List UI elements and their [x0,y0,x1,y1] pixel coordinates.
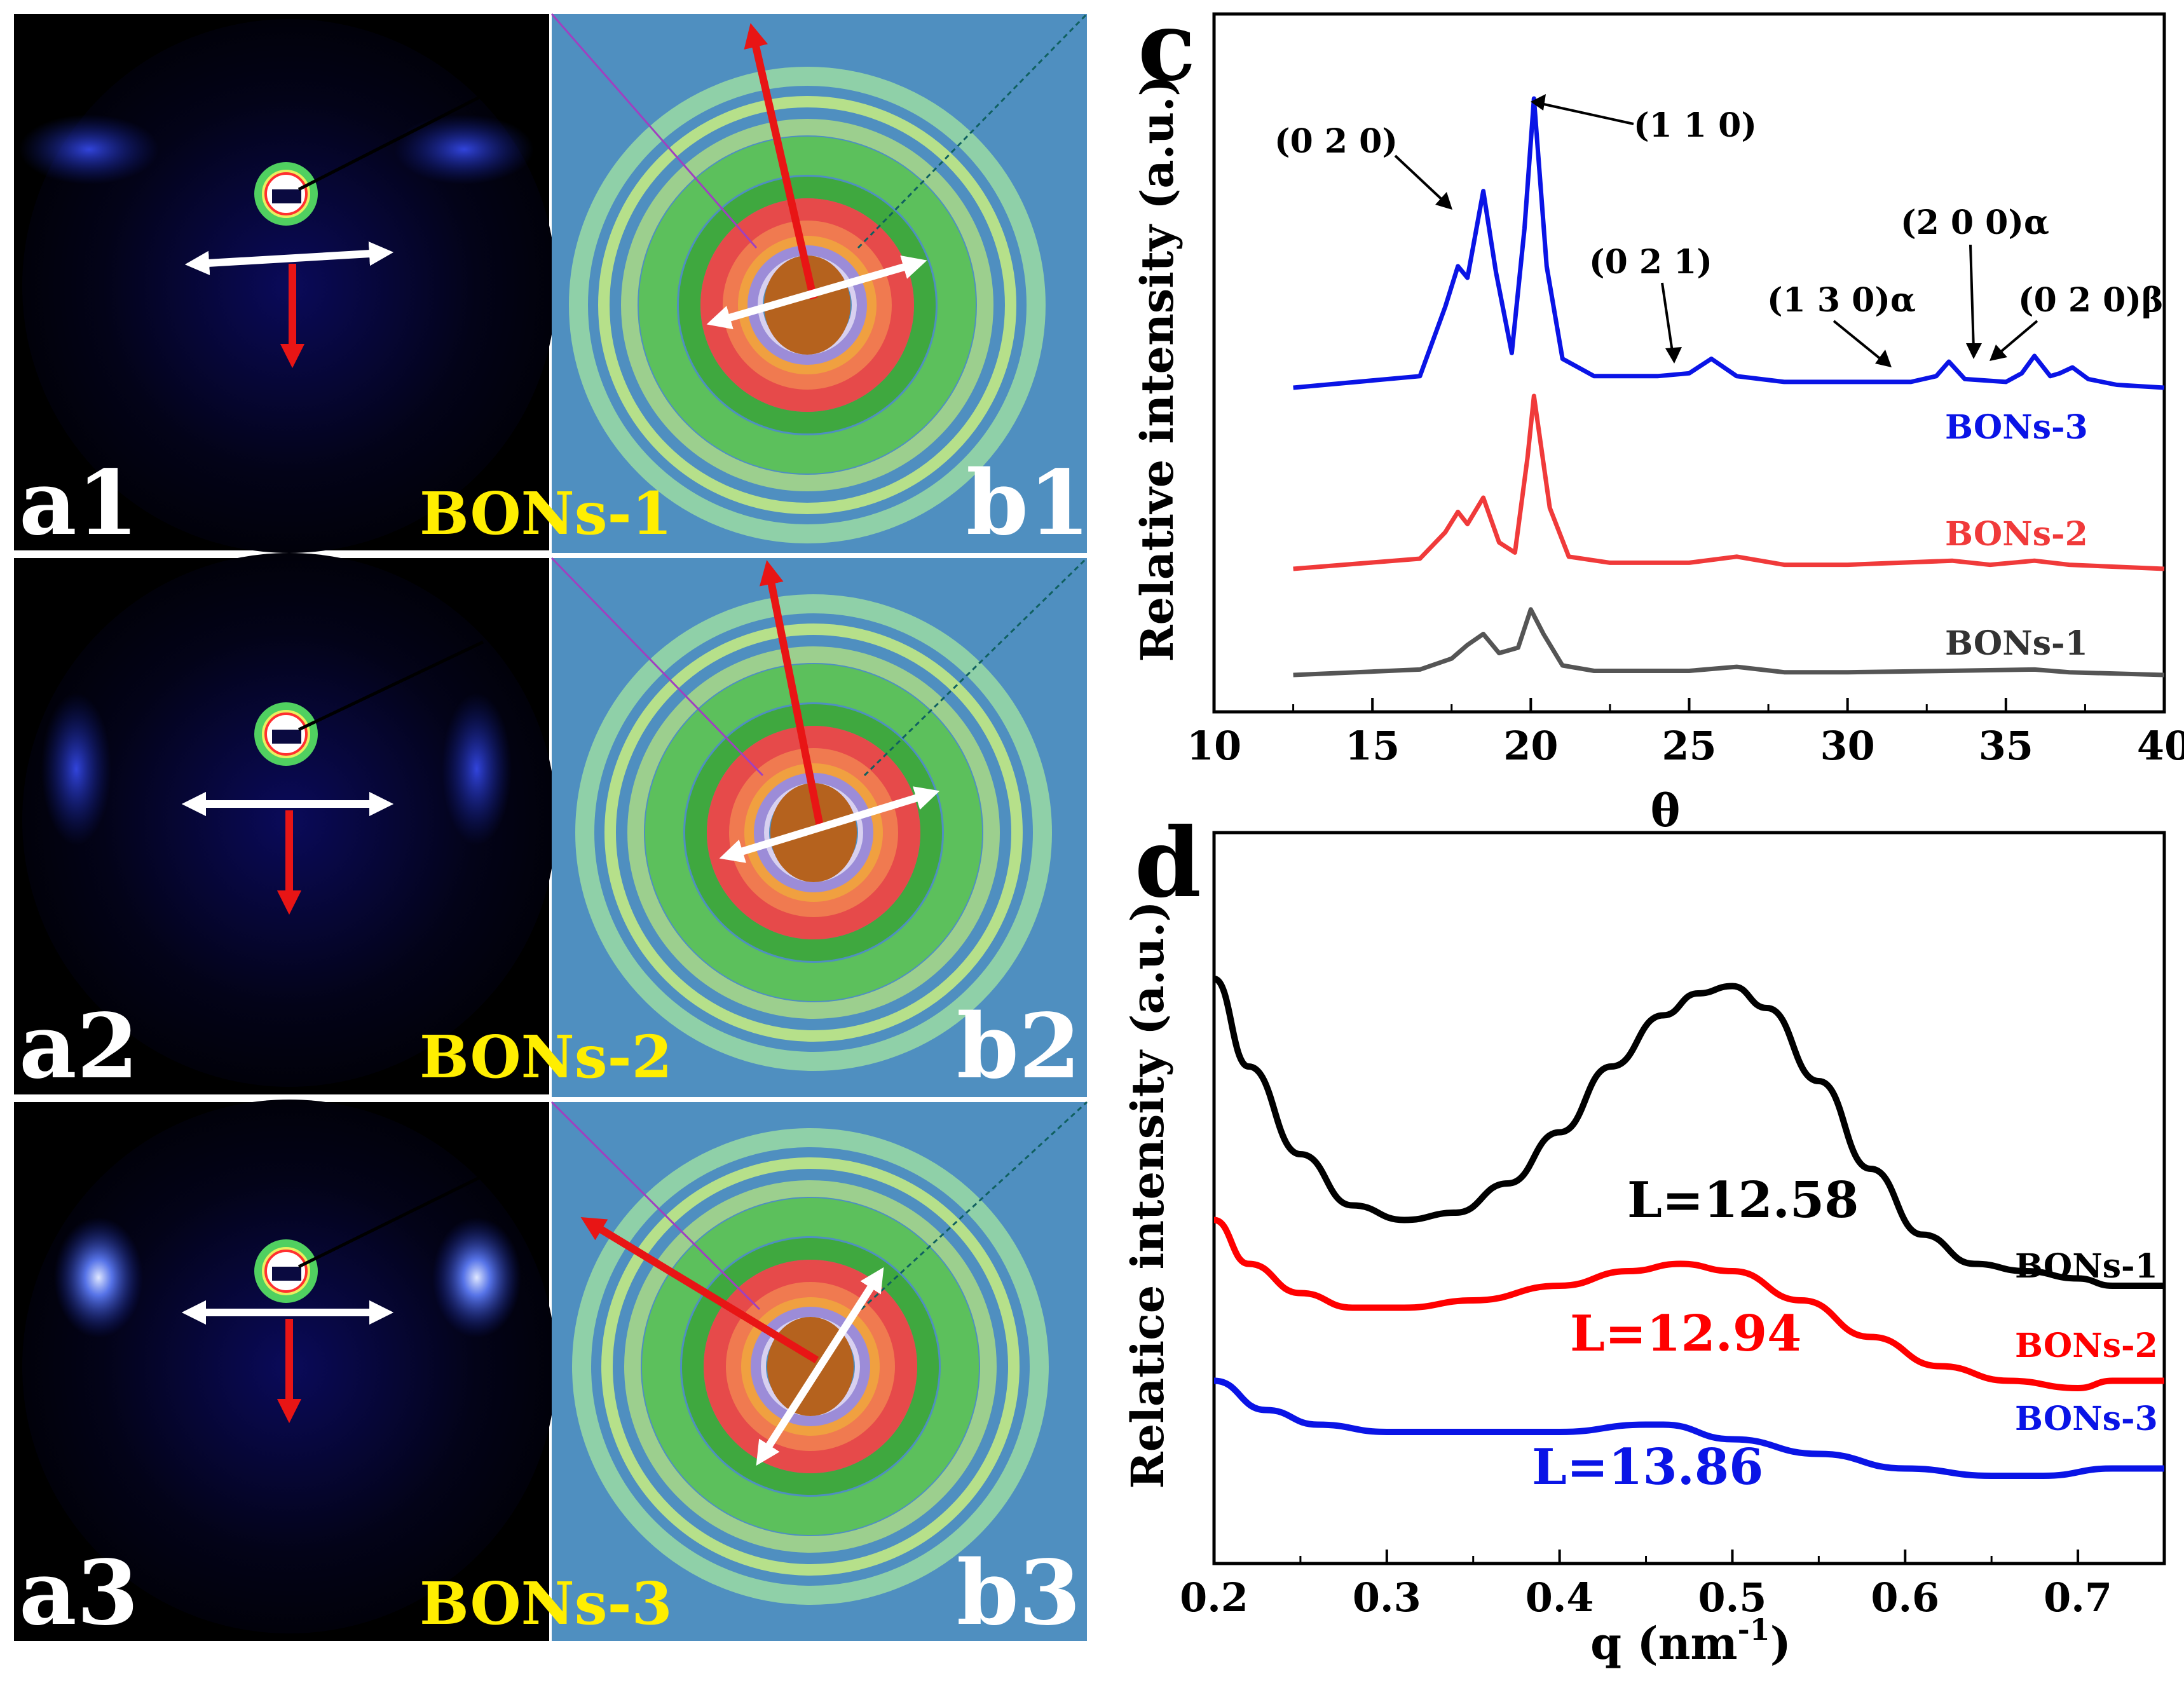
sample-labels: BONs-1 BONs-2 BONs-3 [420,479,672,1638]
chart-c-series-labels: BONs-3 BONs-2 BONs-1 [1945,408,2088,663]
chart-d-x-ticks: 0.2 0.3 0.4 0.5 0.6 0.7 [1180,1550,2112,1621]
waxd-panel-b2 [550,557,1088,1097]
annotation-l-bons1: L=12.58 [1627,1171,1859,1229]
chart-d-letter: d [1135,807,1201,919]
chart-c-label-bons3: BONs-3 [1945,408,2088,447]
chart-c-series-line-bons-1 [1293,607,2165,678]
chart-d-label-bons3: BONs-3 [2015,1400,2158,1438]
panel-label-a3: a3 [19,1541,139,1646]
chart-c-letter: c [1138,0,1196,102]
chart-d-tick-label: 0.7 [2044,1574,2112,1621]
annotation-l-bons2: L=12.94 [1570,1305,1801,1363]
chart-c: c Relative intensity (a.u.) θ 10 15 20 25 30… [1131,0,2184,837]
chart-c-label-bons2: BONs-2 [1945,515,2088,554]
annotation-021: (0 2 1) [1589,243,1712,282]
chart-d-ylabel: Relatice intensity (a.u.) [1121,901,1174,1489]
chart-d-annotations: L=12.58 L=12.94 L=13.86 [1532,1171,1859,1496]
chart-d-series-line-bons-1 [1213,976,2164,1290]
chart-d-xlabel: q (nm-1) [1590,1612,1791,1670]
chart-c-x-ticks: 10 15 20 25 30 35 40 [1187,698,2184,769]
waxd-panels [550,13,1088,1641]
panel-labels: a1 a2 a3 b1 b2 b3 [19,451,1090,1646]
chart-c-ylabel: Relative intensity (a.u.) [1131,75,1184,662]
chart-d: d Relatice intensity (a.u.) q (nm-1) 0.2… [1121,807,2166,1670]
waxd-panel-b1 [550,13,1088,553]
panel-label-a2: a2 [19,995,139,1099]
panel-label-b1: b1 [966,451,1090,555]
waxd-panel-b3 [550,1101,1088,1641]
sample-label-bons1: BONs-1 [420,479,672,548]
chart-c-tick-label: 15 [1345,723,1400,769]
panel-label-b2: b2 [957,995,1081,1099]
saxs-panel-a1 [14,14,556,553]
chart-c-series-line-bons-3 [1293,96,2165,390]
panel-label-a1: a1 [19,451,139,555]
chart-d-xlabel-main: q (nm [1590,1617,1737,1670]
chart-d-frame [1212,831,2166,1565]
chart-c-xlabel: θ [1651,784,1681,837]
chart-c-tick-label: 35 [1979,723,2033,769]
saxs-panel-a3 [14,1100,556,1641]
chart-c-tick-label: 30 [1820,723,1875,769]
chart-c-tick-label: 20 [1503,723,1558,769]
chart-d-series-labels: BONs-1 BONs-2 BONs-3 [2015,1247,2158,1438]
chart-c-tick-label: 40 [2137,723,2184,769]
chart-d-tick-label: 0.6 [1871,1574,1939,1621]
chart-c-tick-label: 10 [1187,723,1241,769]
chart-d-label-bons1: BONs-1 [2015,1247,2158,1286]
chart-c-label-bons1: BONs-1 [1945,624,2088,663]
annotation-200a: (2 0 0)α [1901,203,2049,242]
saxs-panel-a2 [14,553,556,1094]
sample-label-bons3: BONs-3 [420,1569,672,1638]
sample-label-bons2: BONs-2 [420,1023,672,1091]
chart-d-tick-label: 0.4 [1525,1574,1594,1621]
chart-d-tick-label: 0.5 [1698,1574,1767,1621]
chart-d-tick-label: 0.3 [1353,1574,1421,1621]
chart-d-series-line-bons-2 [1213,1216,2164,1391]
annotation-020b: (0 2 0)β [2018,281,2164,320]
annotation-110: (1 1 0) [1634,106,1757,145]
annotation-l-bons3: L=13.86 [1532,1438,1763,1496]
chart-d-series-line-bons-3 [1213,1377,2164,1480]
chart-d-tick-label: 0.2 [1180,1574,1248,1621]
annotation-130a: (1 3 0)α [1767,281,1916,320]
panel-label-b3: b3 [957,1541,1081,1646]
chart-c-tick-label: 25 [1662,723,1716,769]
chart-c-annotations: (0 2 0) (1 1 0) (0 2 1) (1 3 0)α (2 0 0)… [1274,94,2164,367]
chart-c-series [1293,96,2165,678]
annotation-020: (0 2 0) [1274,122,1398,161]
chart-d-xlabel-end: ) [1770,1617,1791,1670]
chart-c-series-line-bons-2 [1293,393,2165,571]
chart-d-series [1213,976,2164,1480]
chart-d-label-bons2: BONs-2 [2015,1326,2158,1365]
chart-d-xlabel-sup: -1 [1738,1612,1770,1647]
